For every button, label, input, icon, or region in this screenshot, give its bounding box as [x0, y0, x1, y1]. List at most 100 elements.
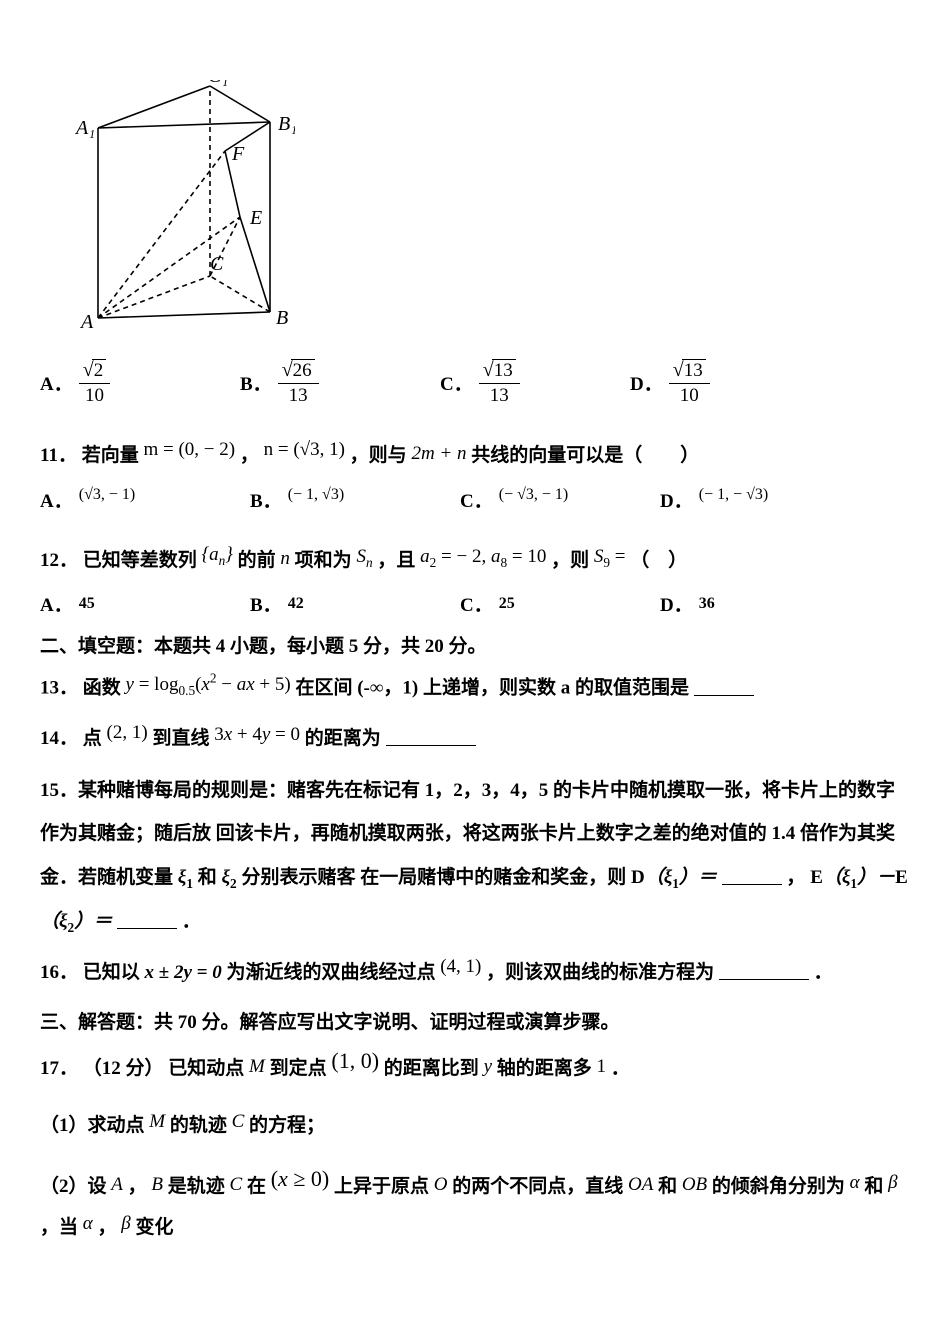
q-number: 14．: [40, 728, 78, 749]
q11-choice-b: B．(− 1, √3): [250, 486, 460, 513]
answer-blank: [117, 909, 177, 929]
q12-stem: 12． 已知等差数列 {an} 的前 n 项和为 Sn ，且 a2 = − 2,…: [40, 541, 910, 581]
text: 共线的向量可以是（ ）: [471, 445, 699, 466]
fraction: 13 13: [479, 358, 520, 408]
text: 项和为: [295, 550, 352, 571]
q10-choice-c: C． 13 13: [440, 358, 630, 408]
answer-blank: [719, 960, 809, 980]
period: ．: [611, 1058, 630, 1079]
text: 为渐近线的双曲线经过点: [226, 962, 435, 983]
section-2-title: 二、填空题：本题共 4 小题，每小题 5 分，共 20 分。: [40, 631, 910, 658]
text: 是轨迹: [168, 1176, 225, 1197]
q14: 14． 点 (2, 1) 到直线 3x + 4y = 0 的距离为: [40, 719, 910, 759]
denominator: 13: [479, 384, 520, 408]
fraction: 2 10: [79, 358, 110, 408]
var-OA: OA: [628, 1174, 653, 1195]
var-A: A: [111, 1174, 123, 1195]
text: （ ）: [630, 550, 687, 571]
radicand: 26: [291, 359, 315, 381]
text: 在区间: [295, 678, 352, 699]
var-M: M: [249, 1056, 265, 1077]
text: 和: [198, 867, 217, 888]
one: 1: [597, 1056, 607, 1077]
radicand: 2: [92, 359, 107, 381]
text: 在一局赌博中的赌金和奖金，则: [360, 867, 626, 888]
q-number: 13．: [40, 678, 78, 699]
svg-text:B: B: [276, 307, 288, 329]
q12-choice-d: D．36: [660, 590, 715, 617]
text: 已知等差数列: [83, 550, 197, 571]
xi2: ξ2: [221, 867, 236, 888]
math-point: (2, 1): [107, 722, 148, 743]
denominator: 10: [669, 384, 710, 408]
q10-choice-b: B． 26 13: [240, 358, 440, 408]
var-O: O: [434, 1174, 448, 1195]
text: 的两个不同点，直线: [452, 1176, 623, 1197]
denominator: 10: [79, 384, 110, 408]
text: 分别表示赌客: [241, 867, 355, 888]
choice-letter: A．: [40, 369, 73, 396]
q10-choice-d: D． 13 10: [630, 358, 710, 408]
q13: 13． 函数 y = log0.5(x2 − ax + 5) 在区间 (-∞，1…: [40, 668, 910, 708]
choice-value: (− √3, − 1): [499, 486, 568, 504]
text: ，则与: [350, 445, 407, 466]
prism-svg: ABCA₁B₁C₁EF: [70, 80, 295, 335]
svg-text:B₁: B₁: [278, 113, 295, 135]
exam-page: ABCA₁B₁C₁EF A． 2 10 B． 26 13 C． 13 13 D．: [0, 0, 950, 1298]
math-expr: m = (0, − 2): [143, 439, 235, 460]
text: ，: [128, 1176, 147, 1197]
svg-text:C: C: [210, 253, 224, 275]
text: ，则该双曲线的标准方程为: [486, 962, 714, 983]
var-B: B: [151, 1174, 163, 1195]
text: 在: [247, 1176, 266, 1197]
choice-letter: D．: [630, 369, 663, 396]
radicand: 13: [682, 359, 706, 381]
math-point: (4, 1): [440, 956, 481, 977]
text: 已知动点: [168, 1058, 244, 1079]
answer-blank: [694, 676, 754, 696]
text: ，则: [551, 550, 589, 571]
text: 已知以: [83, 962, 140, 983]
text: 的方程；: [249, 1115, 325, 1136]
period: ．: [182, 911, 201, 932]
q-number: 11．: [40, 445, 77, 466]
q10-choices: A． 2 10 B． 26 13 C． 13 13 D． 13 10: [40, 358, 910, 408]
text: 和: [864, 1176, 883, 1197]
var-alpha: α: [83, 1213, 93, 1234]
asymptote: x ± 2y = 0: [145, 962, 227, 983]
q16: 16． 已知以 x ± 2y = 0 为渐近线的双曲线经过点 (4, 1) ，则…: [40, 953, 910, 993]
var-M: M: [149, 1111, 165, 1132]
svg-text:F: F: [231, 143, 245, 165]
text: 点: [83, 728, 102, 749]
q12-choice-c: C．25: [460, 590, 660, 617]
math-expr: 3x + 4y = 0: [214, 724, 300, 745]
q11-choices: A．(√3, − 1) B．(− 1, √3) C．(− √3, − 1) D．…: [40, 486, 910, 513]
section-3-title: 三、解答题：共 70 分。解答应写出文字说明、证明过程或演算步骤。: [40, 1007, 910, 1034]
fraction: 26 13: [278, 358, 319, 408]
condition: (x ≥ 0): [271, 1166, 330, 1191]
prism-diagram: ABCA₁B₁C₁EF: [70, 80, 910, 340]
text: ，: [98, 1217, 117, 1238]
radicand: 13: [492, 359, 516, 381]
var-C: C: [232, 1111, 245, 1132]
xi1: ξ1: [178, 867, 193, 888]
q-number: 12．: [40, 550, 78, 571]
text: 函数: [83, 678, 121, 699]
math-expr: S9 =: [594, 546, 626, 567]
text: （2）设: [40, 1176, 107, 1197]
text: 的前: [238, 550, 276, 571]
choice-value: (− 1, − √3): [699, 486, 768, 504]
var-alpha: α: [850, 1172, 860, 1193]
q-number: 15．: [40, 780, 78, 801]
svg-text:E: E: [249, 207, 262, 229]
math-expr: n = (√3, 1): [264, 439, 345, 460]
interval: (-∞，1): [357, 678, 418, 699]
q10-choice-a: A． 2 10: [40, 358, 240, 408]
choice-value: (√3, − 1): [79, 486, 135, 504]
q12-choices: A．45 B．42 C．25 D．36: [40, 590, 910, 617]
text: ，且: [377, 550, 415, 571]
text: 的距离比到: [384, 1058, 479, 1079]
D-expr: D（ξ1）＝: [631, 867, 717, 888]
math-expr: 2m + n: [411, 443, 466, 464]
q15: 15．某种赌博每局的规则是：赌客先在标记有 1，2，3，4，5 的卡片中随机摸取…: [40, 769, 910, 944]
